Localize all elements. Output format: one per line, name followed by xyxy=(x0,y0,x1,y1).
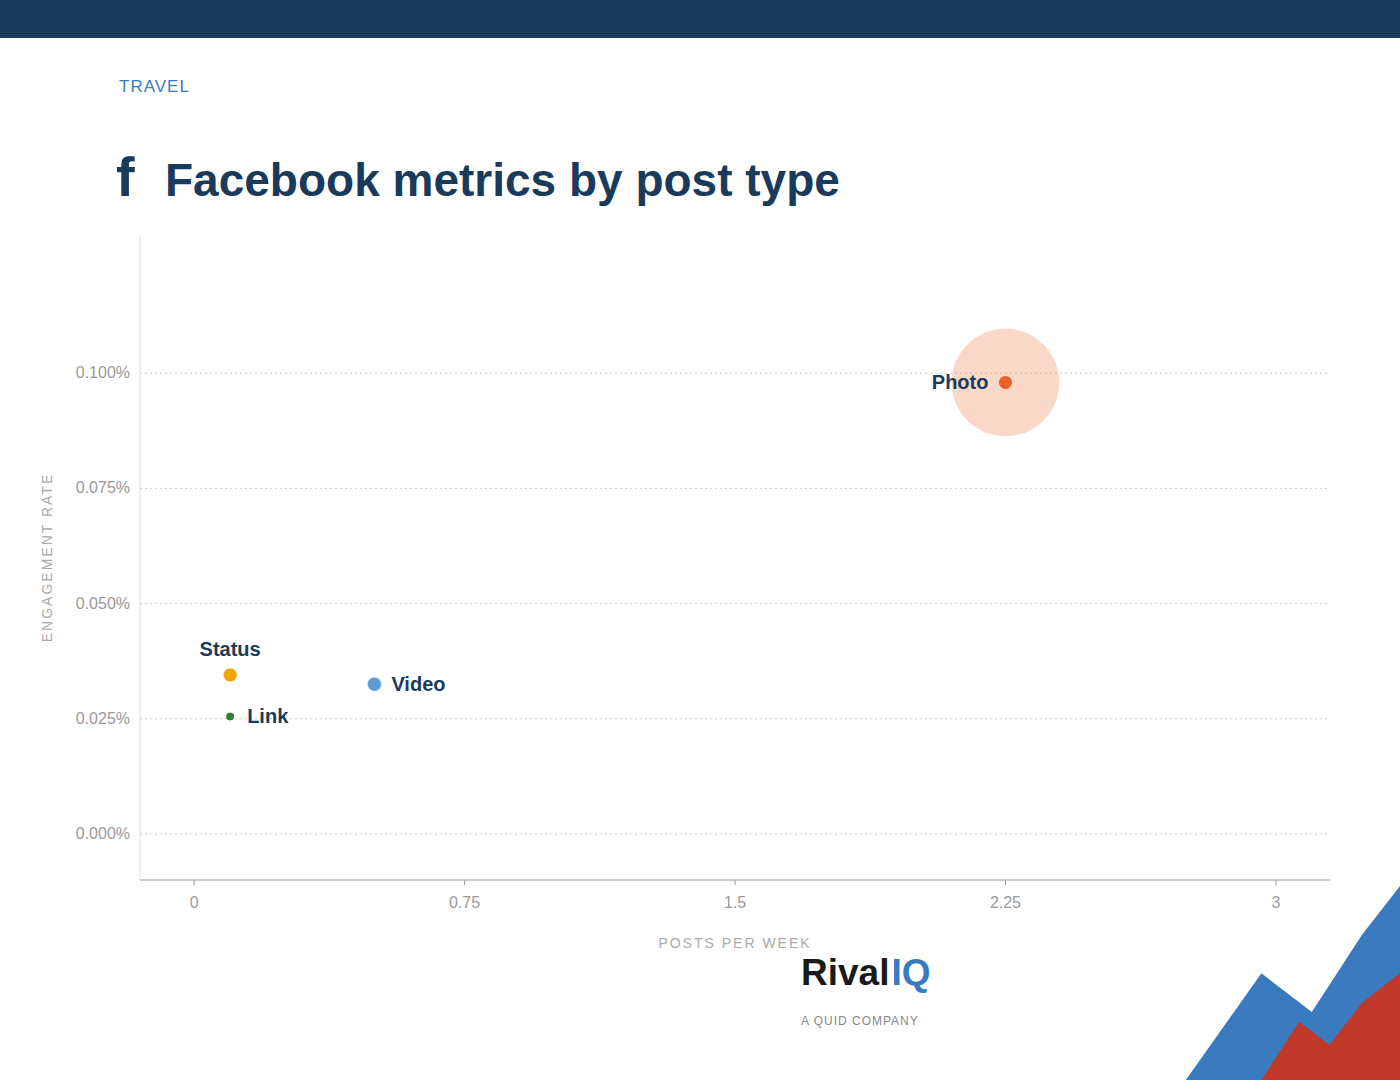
point-label: Video xyxy=(391,673,445,695)
point-label: Status xyxy=(200,638,261,660)
grid-line xyxy=(140,603,1330,604)
x-tick xyxy=(735,880,736,885)
header-bar xyxy=(0,0,1400,38)
bubble xyxy=(367,677,382,692)
x-tick xyxy=(1275,880,1276,885)
bubble xyxy=(226,713,234,721)
x-tick-label: 1.5 xyxy=(724,894,746,911)
x-tick-label: 0 xyxy=(190,894,199,911)
logo-text: Rival xyxy=(801,952,889,993)
x-tick xyxy=(464,880,465,885)
y-axis-line xyxy=(140,235,141,880)
point-center xyxy=(224,668,237,681)
grid-line xyxy=(140,718,1330,719)
title: Facebook metrics by post type xyxy=(165,154,840,206)
grid-line xyxy=(140,373,1330,374)
grid xyxy=(140,373,1330,834)
x-tick-label: 2.25 xyxy=(990,894,1021,911)
logo-caption: A QUID COMPANY xyxy=(801,1014,919,1028)
y-tick-label: 0.000% xyxy=(76,825,130,842)
y-tick-label: 0.075% xyxy=(76,479,130,496)
point-label: Photo xyxy=(932,371,989,393)
logo-text: IQ xyxy=(891,952,930,993)
chart: TRAVEL f Facebook metrics by post type 0.00… xyxy=(0,0,1400,1080)
y-axis-label: ENGAGEMENT RATE xyxy=(39,473,55,643)
point-label: Link xyxy=(247,705,289,727)
point-center xyxy=(226,713,234,721)
y-tick-label: 0.025% xyxy=(76,710,130,727)
decoration xyxy=(1186,886,1400,1080)
grid-line xyxy=(140,833,1330,834)
bubble xyxy=(223,668,237,682)
icon-text: f xyxy=(116,145,135,208)
subtitle: TRAVEL xyxy=(119,77,190,96)
decoration xyxy=(1261,973,1400,1080)
y-tick-label: 0.100% xyxy=(76,364,130,381)
x-axis-label: POSTS PER WEEK xyxy=(658,935,811,951)
x-tick-label: 3 xyxy=(1271,894,1280,911)
x-tick xyxy=(194,880,195,885)
grid-line xyxy=(140,488,1330,489)
x-tick xyxy=(1005,880,1006,885)
y-tick-label: 0.050% xyxy=(76,595,130,612)
point-center xyxy=(999,376,1012,389)
x-tick-label: 0.75 xyxy=(449,894,480,911)
point-center xyxy=(368,678,381,691)
points xyxy=(223,329,1059,721)
point-labels: Photo Video Status Link xyxy=(200,371,989,727)
background xyxy=(0,0,1400,1080)
